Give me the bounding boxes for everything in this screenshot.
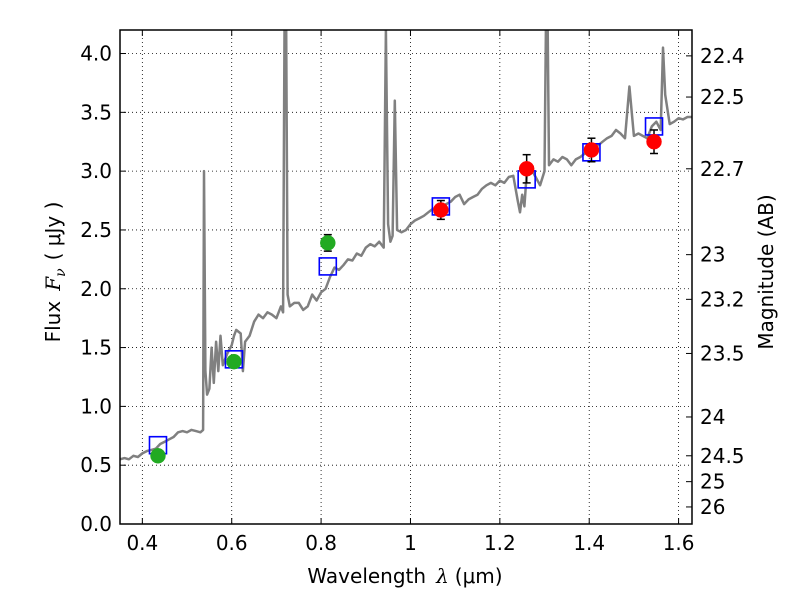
x-tick-label: 0.8 bbox=[305, 531, 337, 555]
y2-tick-label: 26 bbox=[700, 495, 725, 519]
y2-tick-label: 24.5 bbox=[700, 444, 745, 468]
y-tick-label: 1.0 bbox=[80, 394, 112, 418]
y-tick-label: 3.0 bbox=[80, 159, 112, 183]
y-tick-label: 2.0 bbox=[80, 277, 112, 301]
y-axis-label: FluxFν( μJy ) bbox=[41, 202, 69, 343]
y-tick-label: 1.5 bbox=[80, 336, 112, 360]
model-flux-square bbox=[318, 257, 338, 276]
y2-tick-label: 25 bbox=[700, 470, 725, 494]
photometry-point bbox=[583, 142, 600, 158]
x-tick-label: 0.4 bbox=[126, 531, 158, 555]
spectrum-line bbox=[120, 30, 692, 461]
photometry-point bbox=[150, 448, 166, 464]
photometry-point bbox=[226, 353, 242, 370]
y2-tick-label: 22.7 bbox=[700, 157, 745, 181]
y2-tick-label: 23 bbox=[700, 243, 725, 267]
y2-tick-label: 23.5 bbox=[700, 341, 745, 365]
x-tick-label: 1.4 bbox=[573, 531, 605, 555]
y2-tick-label: 22.5 bbox=[700, 85, 745, 109]
x-axis-label: Wavelength λ (μm) bbox=[307, 564, 502, 588]
y-tick-label: 2.5 bbox=[80, 218, 112, 242]
photometry-point bbox=[518, 161, 535, 177]
y2-tick-label: 23.2 bbox=[700, 287, 745, 311]
y2-axis-label: Magnitude (AB) bbox=[754, 194, 778, 349]
y2-tick-label: 22.4 bbox=[700, 44, 745, 68]
y-tick-label: 4.0 bbox=[80, 42, 112, 66]
y-tick-label: 0.5 bbox=[80, 453, 112, 477]
photometry-point bbox=[320, 235, 336, 251]
x-tick-label: 1 bbox=[404, 531, 417, 555]
y2-tick-label: 24 bbox=[700, 405, 725, 429]
y-tick-label: 3.5 bbox=[80, 100, 112, 124]
x-tick-label: 1.2 bbox=[484, 531, 516, 555]
plot-frame bbox=[119, 29, 693, 525]
x-tick-label: 1.6 bbox=[663, 531, 695, 555]
x-tick-label: 0.6 bbox=[216, 531, 248, 555]
plot-area bbox=[120, 30, 692, 464]
photometry-point bbox=[433, 202, 449, 218]
ticks: 0.4 0.6 0.8 1 1.2 1.4 1.6 0.0 0.5 1.0 1.5 2.0 2.5 3.0… bbox=[80, 30, 745, 555]
y-tick-label: 0.0 bbox=[80, 512, 112, 536]
photometry-point bbox=[646, 133, 662, 150]
